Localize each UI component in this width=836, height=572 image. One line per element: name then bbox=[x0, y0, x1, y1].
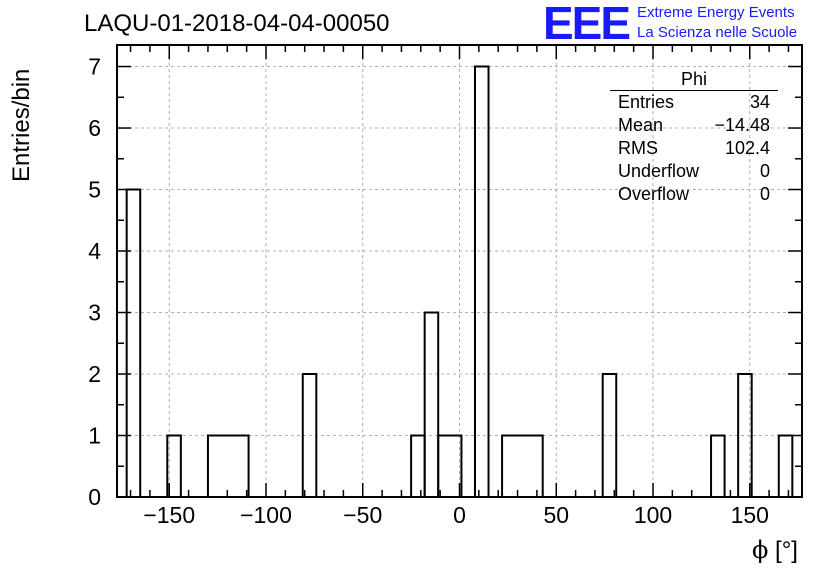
y-tick-label: 0 bbox=[88, 484, 101, 510]
x-tick-label: −100 bbox=[240, 502, 292, 528]
x-tick-label: 150 bbox=[731, 502, 769, 528]
histogram-bar bbox=[601, 373, 618, 497]
histogram-bar bbox=[166, 434, 182, 497]
histogram-bar bbox=[501, 434, 544, 497]
eee-logo: EEE bbox=[543, 0, 631, 49]
histogram-bar bbox=[710, 434, 726, 497]
histogram-bar bbox=[125, 188, 142, 497]
stats-row: RMS 102.4 bbox=[610, 137, 778, 160]
stats-label: Mean bbox=[618, 115, 664, 135]
stats-row: Mean −14.48 bbox=[610, 114, 778, 137]
histogram-bar bbox=[737, 373, 753, 497]
stats-label: Underflow bbox=[618, 161, 700, 181]
stats-value: 0 bbox=[759, 184, 770, 204]
histogram-bar bbox=[206, 434, 250, 497]
y-tick-label: 2 bbox=[88, 361, 101, 387]
stats-row: Underflow 0 bbox=[610, 160, 778, 183]
x-tick-label: 100 bbox=[634, 502, 672, 528]
y-axis-label: Entries/bin bbox=[8, 68, 35, 182]
x-tick-label: −50 bbox=[343, 502, 382, 528]
stats-box: Phi Entries 34 Mean −14.48 RMS 102.4 Underf… bbox=[610, 68, 778, 206]
histogram-bar bbox=[437, 434, 463, 497]
x-tick-label: 50 bbox=[543, 502, 569, 528]
x-tick-label: −150 bbox=[143, 502, 195, 528]
x-tick-label: 0 bbox=[453, 502, 466, 528]
logo-line-2: La Scienza nelle Scuole bbox=[637, 24, 798, 41]
y-tick-label: 4 bbox=[88, 238, 101, 264]
stats-label: Entries bbox=[618, 92, 675, 112]
histogram-bar bbox=[777, 434, 794, 497]
x-axis-symbol: ϕ bbox=[752, 536, 769, 564]
stats-row: Overflow 0 bbox=[610, 183, 778, 206]
histogram-bar bbox=[410, 434, 426, 497]
y-tick-label: 1 bbox=[88, 423, 101, 449]
grid-lines bbox=[117, 45, 802, 497]
histogram-bar bbox=[423, 311, 440, 497]
y-tick-label: 6 bbox=[88, 115, 101, 141]
stats-title: Phi bbox=[610, 68, 778, 91]
stats-value: −14.48 bbox=[714, 115, 770, 135]
stats-value: 0 bbox=[759, 161, 770, 181]
histogram-bar bbox=[473, 65, 490, 497]
histogram-bar bbox=[301, 373, 318, 497]
x-axis-label: ϕ [°] bbox=[752, 536, 798, 565]
stats-label: Overflow bbox=[618, 184, 690, 204]
y-tick-label: 5 bbox=[88, 177, 101, 203]
y-tick-label: 3 bbox=[88, 300, 101, 326]
y-tick-label: 7 bbox=[88, 54, 101, 80]
logo-text: Extreme Energy Events La Scienza nelle S… bbox=[637, 3, 797, 43]
stats-value: 34 bbox=[749, 92, 770, 112]
stats-row: Entries 34 bbox=[610, 91, 778, 114]
stats-value: 102.4 bbox=[724, 138, 770, 158]
chart-title: LAQU-01-2018-04-04-00050 bbox=[84, 10, 390, 37]
logo-line-1: Extreme Energy Events bbox=[637, 4, 795, 21]
x-axis-unit: [°] bbox=[775, 537, 798, 564]
histogram-bars bbox=[125, 65, 794, 497]
stats-label: RMS bbox=[618, 138, 658, 158]
axis-ticks bbox=[117, 45, 802, 498]
